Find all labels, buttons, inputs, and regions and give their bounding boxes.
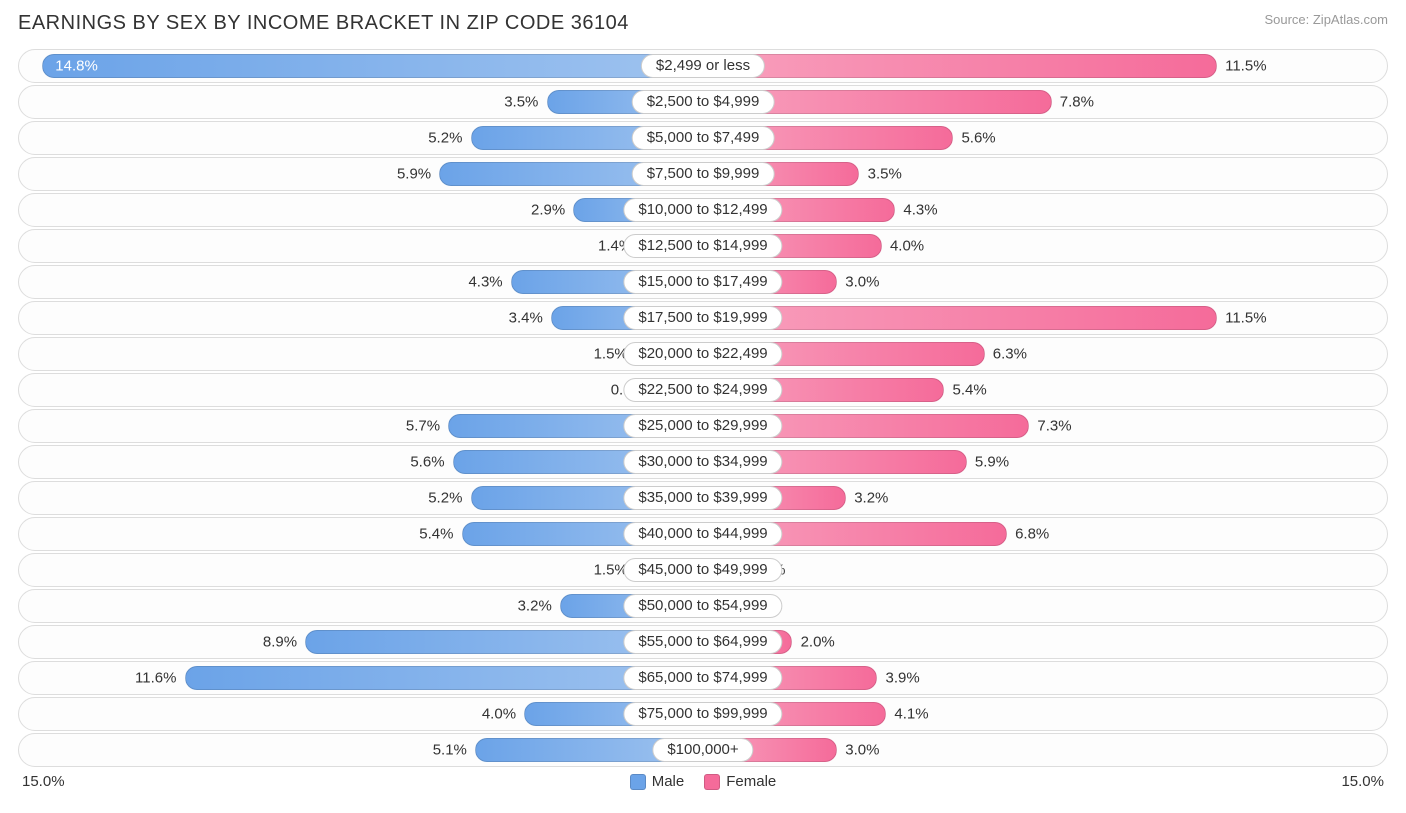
- male-value-label: 3.5%: [504, 94, 538, 111]
- bracket-label: $20,000 to $22,499: [623, 342, 782, 366]
- bracket-label: $35,000 to $39,999: [623, 486, 782, 510]
- male-value-label: 11.6%: [135, 670, 176, 687]
- chart-row: 0.93%5.4%$22,500 to $24,999: [18, 373, 1388, 407]
- chart-row: 3.5% 7.8% $2,500 to $4,999: [18, 85, 1388, 119]
- male-value-label: 3.4%: [509, 310, 543, 327]
- male-value-label: 5.6%: [410, 454, 444, 471]
- male-value-label: 4.0%: [482, 706, 516, 723]
- legend-male-label: Male: [652, 773, 685, 790]
- chart-header: EARNINGS BY SEX BY INCOME BRACKET IN ZIP…: [18, 12, 1388, 35]
- female-value-label: 2.0%: [801, 634, 835, 651]
- chart-row: 1.5%0.71%$45,000 to $49,999: [18, 553, 1388, 587]
- axis-left-max: 15.0%: [22, 773, 65, 790]
- female-value-label: 11.5%: [1225, 310, 1266, 327]
- male-value-label: 5.4%: [419, 526, 453, 543]
- bracket-label: $17,500 to $19,999: [623, 306, 782, 330]
- chart-row: 5.2% 3.2% $35,000 to $39,999: [18, 481, 1388, 515]
- male-bar: [42, 54, 703, 78]
- legend: Male Female: [630, 773, 777, 790]
- bracket-label: $5,000 to $7,499: [632, 126, 775, 150]
- female-value-label: 4.1%: [894, 706, 928, 723]
- male-value-label: 5.1%: [433, 742, 467, 759]
- male-value-label: 8.9%: [263, 634, 297, 651]
- bracket-label: $55,000 to $64,999: [623, 630, 782, 654]
- chart-row: 8.9% 2.0% $55,000 to $64,999: [18, 625, 1388, 659]
- bracket-label: $10,000 to $12,499: [623, 198, 782, 222]
- female-value-label: 11.5%: [1225, 58, 1266, 75]
- bracket-label: $25,000 to $29,999: [623, 414, 782, 438]
- chart-row: 14.8% 11.5% $2,499 or less: [18, 49, 1388, 83]
- male-value-label: 14.8%: [55, 58, 98, 75]
- chart-row: 5.7% 7.3% $25,000 to $29,999: [18, 409, 1388, 443]
- male-value-label: 5.2%: [428, 490, 462, 507]
- swatch-male-icon: [630, 774, 646, 790]
- chart-row: 3.4% 11.5% $17,500 to $19,999: [18, 301, 1388, 335]
- bracket-label: $100,000+: [652, 738, 753, 762]
- chart-row: 5.4% 6.8% $40,000 to $44,999: [18, 517, 1388, 551]
- female-value-label: 5.4%: [953, 382, 987, 399]
- axis-right-max: 15.0%: [1341, 773, 1384, 790]
- chart-row: 4.3% 3.0% $15,000 to $17,499: [18, 265, 1388, 299]
- female-value-label: 3.0%: [845, 742, 879, 759]
- bracket-label: $7,500 to $9,999: [632, 162, 775, 186]
- legend-female: Female: [704, 773, 776, 790]
- bracket-label: $22,500 to $24,999: [623, 378, 782, 402]
- bracket-label: $45,000 to $49,999: [623, 558, 782, 582]
- female-value-label: 7.8%: [1060, 94, 1094, 111]
- female-value-label: 6.8%: [1015, 526, 1049, 543]
- legend-female-label: Female: [726, 773, 776, 790]
- chart-row: 2.9% 4.3% $10,000 to $12,499: [18, 193, 1388, 227]
- male-value-label: 5.7%: [406, 418, 440, 435]
- chart-source: Source: ZipAtlas.com: [1264, 12, 1388, 27]
- chart-row: 5.2% 5.6% $5,000 to $7,499: [18, 121, 1388, 155]
- male-value-label: 5.2%: [428, 130, 462, 147]
- chart-row: 4.0% 4.1% $75,000 to $99,999: [18, 697, 1388, 731]
- male-value-label: 3.2%: [518, 598, 552, 615]
- chart-row: 11.6% 3.9% $65,000 to $74,999: [18, 661, 1388, 695]
- male-value-label: 4.3%: [468, 274, 502, 291]
- chart-row: 5.9% 3.5% $7,500 to $9,999: [18, 157, 1388, 191]
- chart-footer: 15.0% Male Female 15.0%: [18, 773, 1388, 790]
- female-value-label: 5.6%: [961, 130, 995, 147]
- diverging-bar-chart: 14.8% 11.5% $2,499 or less 3.5% 7.8% $2,500 t…: [18, 49, 1388, 767]
- bracket-label: $2,500 to $4,999: [632, 90, 775, 114]
- female-value-label: 7.3%: [1037, 418, 1071, 435]
- bracket-label: $65,000 to $74,999: [623, 666, 782, 690]
- bracket-label: $40,000 to $44,999: [623, 522, 782, 546]
- swatch-female-icon: [704, 774, 720, 790]
- legend-male: Male: [630, 773, 685, 790]
- chart-title: EARNINGS BY SEX BY INCOME BRACKET IN ZIP…: [18, 12, 629, 35]
- female-value-label: 6.3%: [993, 346, 1027, 363]
- female-value-label: 4.3%: [903, 202, 937, 219]
- bracket-label: $30,000 to $34,999: [623, 450, 782, 474]
- male-value-label: 2.9%: [531, 202, 565, 219]
- bracket-label: $15,000 to $17,499: [623, 270, 782, 294]
- female-bar: [703, 54, 1217, 78]
- female-value-label: 3.5%: [868, 166, 902, 183]
- female-value-label: 4.0%: [890, 238, 924, 255]
- bracket-label: $50,000 to $54,999: [623, 594, 782, 618]
- chart-row: 5.6% 5.9% $30,000 to $34,999: [18, 445, 1388, 479]
- chart-row: 3.2%0.48%$50,000 to $54,999: [18, 589, 1388, 623]
- bracket-label: $75,000 to $99,999: [623, 702, 782, 726]
- chart-row: 5.1% 3.0% $100,000+: [18, 733, 1388, 767]
- chart-row: 1.5%6.3%$20,000 to $22,499: [18, 337, 1388, 371]
- female-value-label: 3.0%: [845, 274, 879, 291]
- female-value-label: 5.9%: [975, 454, 1009, 471]
- female-value-label: 3.9%: [885, 670, 919, 687]
- bracket-label: $2,499 or less: [641, 54, 765, 78]
- female-value-label: 3.2%: [854, 490, 888, 507]
- bracket-label: $12,500 to $14,999: [623, 234, 782, 258]
- male-value-label: 5.9%: [397, 166, 431, 183]
- chart-row: 1.4%4.0%$12,500 to $14,999: [18, 229, 1388, 263]
